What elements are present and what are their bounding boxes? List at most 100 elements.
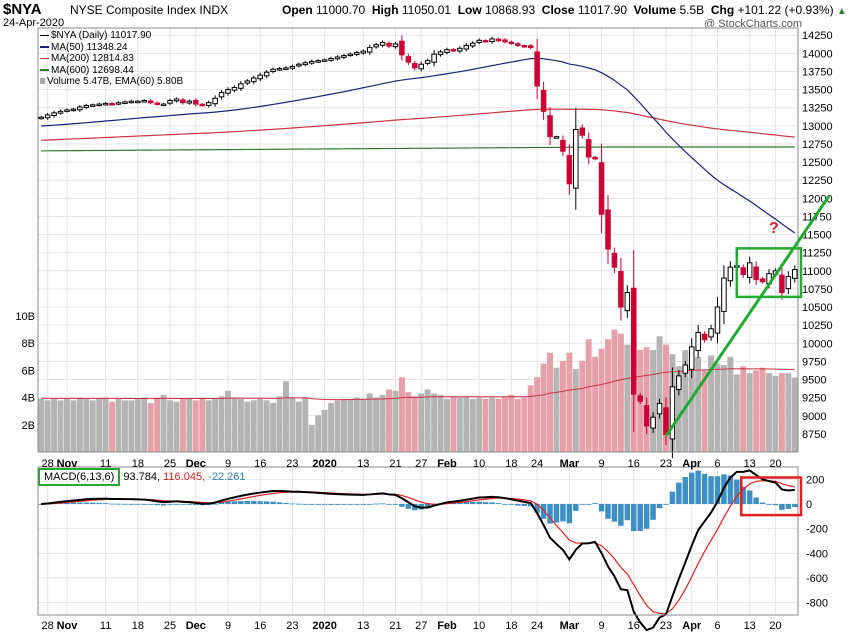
volume-bar <box>431 393 438 452</box>
candle-body <box>173 98 180 102</box>
candle-body <box>508 41 515 45</box>
volume-bar <box>179 398 186 452</box>
macd-histogram-bar <box>508 504 515 505</box>
macd-histogram-bar <box>714 476 721 504</box>
volume-bar <box>553 367 560 452</box>
macd-histogram-bar <box>354 504 360 505</box>
date-tick-label: 9 <box>225 458 231 470</box>
volume-bar <box>785 373 792 452</box>
price-tick-label: 8750 <box>802 429 826 441</box>
volume-bar <box>521 397 528 452</box>
macd-tick-label: 0 <box>806 499 812 511</box>
price-tick-label: 10500 <box>802 302 833 314</box>
volume-bar <box>772 375 779 452</box>
date-tick-label-macd: 13 <box>744 620 756 632</box>
price-tick-label: 9750 <box>802 356 826 368</box>
volume-label: Volume <box>633 3 677 17</box>
volume-tick-label: 4B <box>22 393 35 405</box>
volume-tick-label: 6B <box>22 365 35 377</box>
price-tick-label: 11000 <box>802 266 832 278</box>
macd-histogram-bar <box>315 504 321 505</box>
volume-bar <box>605 339 611 452</box>
date-tick-label: 2020 <box>312 458 336 470</box>
candle-body <box>386 42 392 47</box>
volume-bar <box>386 389 392 452</box>
volume-bar <box>463 396 470 452</box>
price-tick-label: 12750 <box>802 139 833 151</box>
macd-histogram-bar <box>766 504 772 505</box>
candle-body <box>746 262 753 278</box>
candle-body <box>347 53 354 57</box>
volume-bar <box>154 397 161 452</box>
candle-body <box>585 139 592 158</box>
volume-bar <box>237 398 244 452</box>
axes: 8750900092509500975010000102501050010750… <box>15 30 832 632</box>
price-tick-label: 10000 <box>802 338 833 350</box>
chart-date: 24-Apr-2020 <box>3 17 65 29</box>
date-tick-label: 27 <box>415 458 427 470</box>
volume-bar <box>57 400 64 452</box>
volume-bar <box>720 364 727 452</box>
ma200-line <box>41 108 795 141</box>
macd-tick-label: 200 <box>806 474 824 486</box>
volume-bar <box>547 352 553 452</box>
volume-bar <box>418 393 425 452</box>
candle-body <box>669 386 676 440</box>
volume-bar <box>276 396 283 452</box>
macd-crossover-box <box>740 476 803 517</box>
candle-body <box>714 306 721 334</box>
candle-body <box>77 106 83 111</box>
macd-histogram-bar <box>637 504 643 531</box>
volume-bar <box>147 403 154 452</box>
volume-bar <box>579 360 586 452</box>
volume-bar <box>746 373 753 452</box>
volume-bar <box>353 397 360 452</box>
candle-body <box>463 44 470 50</box>
candle-body <box>457 47 463 52</box>
candle-body <box>283 67 289 70</box>
annotations: ? <box>664 195 831 517</box>
volume-bar <box>212 398 219 452</box>
volume-bar <box>476 397 483 452</box>
quote-line: Open 11000.70 High 11050.01 Low 10868.93… <box>282 3 847 17</box>
macd-legend-label: MACD(6,13,6) <box>38 468 121 486</box>
candle-body <box>244 80 251 84</box>
macd-histogram-bar <box>527 504 534 507</box>
macd-histogram-bar <box>96 502 102 504</box>
volume-bar <box>102 397 109 452</box>
volume-bar <box>733 374 740 452</box>
date-tick-label: 6 <box>714 458 720 470</box>
volume-bar <box>128 400 135 452</box>
date-tick-label-macd: Mar <box>560 620 580 632</box>
price-tick-label: 14000 <box>802 48 833 60</box>
legend-ma600: MA(600) 12698.44 <box>40 65 183 77</box>
candle-body <box>792 268 798 279</box>
macd-histogram-bar <box>746 490 753 504</box>
volume-bar <box>289 397 296 452</box>
candle-body <box>482 40 489 43</box>
chart-header: $NYA NYSE Composite Index INDX 24-Apr-20… <box>0 0 850 30</box>
macd-histogram-bar <box>244 500 251 504</box>
macd-histogram-bar <box>463 502 470 504</box>
macd-histogram-bar <box>167 504 173 505</box>
macd-histogram-bar <box>470 501 476 504</box>
high-value: 11050.01 <box>401 3 452 17</box>
candle-body <box>708 328 714 338</box>
candle-body <box>321 59 328 62</box>
macd-histogram-bar <box>540 504 547 519</box>
candle-body <box>469 42 476 47</box>
price-tick-label: 9250 <box>802 393 826 405</box>
macd-histogram-bar <box>83 502 90 504</box>
legend-volume-text: Volume 5.47B, EMA(60) 5.80B <box>47 76 184 87</box>
candle-body <box>109 103 115 106</box>
candle-body <box>785 276 792 290</box>
close-label: Close <box>541 3 575 17</box>
macd-histogram-bar <box>102 503 109 504</box>
candle-body <box>135 100 141 104</box>
volume-bar <box>501 396 508 452</box>
macd-histogram-bar <box>276 502 283 504</box>
volume-bar <box>566 352 573 452</box>
candle-body <box>115 102 122 105</box>
grid <box>38 28 798 615</box>
price-tick-label: 13000 <box>802 121 833 133</box>
